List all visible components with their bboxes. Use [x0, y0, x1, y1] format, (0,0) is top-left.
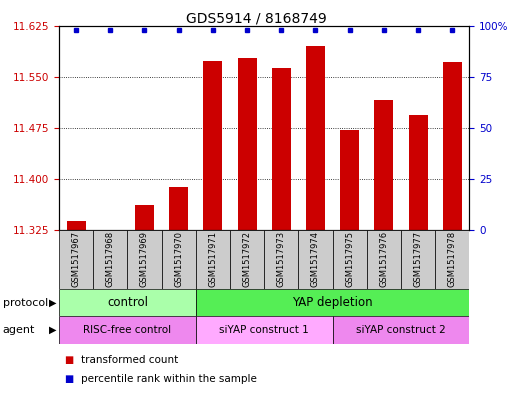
Text: siYAP construct 2: siYAP construct 2 [356, 325, 446, 335]
Bar [435, 230, 469, 289]
Text: GSM1517970: GSM1517970 [174, 231, 183, 287]
Text: control: control [107, 296, 148, 309]
Bar [196, 289, 469, 316]
Bar [196, 230, 230, 289]
Bar [272, 68, 291, 230]
Text: GSM1517975: GSM1517975 [345, 231, 354, 287]
Text: GSM1517978: GSM1517978 [448, 231, 457, 287]
Bar [367, 230, 401, 289]
Bar [162, 230, 196, 289]
Bar [135, 205, 154, 230]
Text: transformed count: transformed count [81, 354, 178, 365]
Bar [299, 230, 332, 289]
Text: YAP depletion: YAP depletion [292, 296, 373, 309]
Text: ▶: ▶ [49, 325, 56, 335]
Bar [230, 230, 264, 289]
Text: ■: ■ [64, 374, 73, 384]
Text: agent: agent [3, 325, 35, 335]
Bar [196, 316, 332, 344]
Bar [332, 230, 367, 289]
Text: GSM1517977: GSM1517977 [413, 231, 423, 287]
Bar [264, 230, 299, 289]
Bar [67, 221, 86, 230]
Bar [443, 62, 462, 230]
Text: percentile rank within the sample: percentile rank within the sample [81, 374, 256, 384]
Text: GSM1517973: GSM1517973 [277, 231, 286, 287]
Bar [306, 46, 325, 230]
Bar [59, 230, 93, 289]
Text: GSM1517969: GSM1517969 [140, 231, 149, 287]
Bar [127, 230, 162, 289]
Bar [59, 316, 196, 344]
Bar [169, 187, 188, 230]
Text: GSM1517967: GSM1517967 [72, 231, 81, 287]
Bar [374, 101, 393, 230]
Text: ▶: ▶ [49, 298, 56, 308]
Bar [238, 57, 256, 230]
Text: GSM1517974: GSM1517974 [311, 231, 320, 287]
Bar [340, 130, 359, 230]
Text: GSM1517971: GSM1517971 [208, 231, 218, 287]
Bar [401, 230, 435, 289]
Text: GSM1517968: GSM1517968 [106, 231, 115, 287]
Text: GDS5914 / 8168749: GDS5914 / 8168749 [186, 12, 327, 26]
Text: siYAP construct 1: siYAP construct 1 [220, 325, 309, 335]
Bar [59, 289, 196, 316]
Bar [332, 316, 469, 344]
Text: GSM1517976: GSM1517976 [380, 231, 388, 287]
Text: ■: ■ [64, 354, 73, 365]
Text: RISC-free control: RISC-free control [83, 325, 171, 335]
Text: GSM1517972: GSM1517972 [243, 231, 251, 287]
Text: protocol: protocol [3, 298, 48, 308]
Bar [409, 116, 427, 230]
Bar [93, 230, 127, 289]
Bar [204, 61, 222, 230]
